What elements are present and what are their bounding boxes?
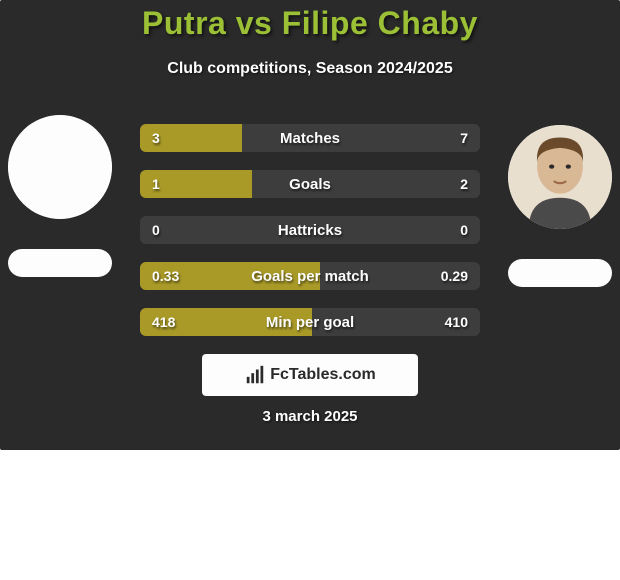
avatar-placeholder-icon [8, 115, 112, 219]
bar-label: Goals per match [140, 262, 480, 290]
stat-bar-row: Min per goal418 410 [140, 308, 480, 336]
bar-label: Min per goal [140, 308, 480, 336]
comparison-card: Putra vs Filipe Chaby Club competitions,… [0, 0, 620, 450]
bar-value-right: 7 [460, 124, 468, 152]
player-right-avatar [508, 125, 612, 229]
avatar-photo-icon [508, 125, 612, 229]
stat-bar-row: Goals per match0.33 0.29 [140, 262, 480, 290]
player-left-avatar [8, 115, 112, 219]
date-text: 3 march 2025 [0, 408, 620, 425]
player-left-team-pill [8, 249, 112, 277]
bar-value-left: 1 [152, 170, 160, 198]
bar-label: Matches [140, 124, 480, 152]
bar-label: Goals [140, 170, 480, 198]
stat-bar-row: Matches3 7 [140, 124, 480, 152]
bar-value-right: 0 [460, 216, 468, 244]
bar-label: Hattricks [140, 216, 480, 244]
player-left [8, 115, 112, 277]
stat-bar-row: Goals1 2 [140, 170, 480, 198]
player-right-team-pill [508, 259, 612, 287]
stat-bars: Matches3 7 Goals1 2 Hattricks0 0 Goals per mat… [140, 124, 480, 336]
chart-icon [244, 364, 266, 386]
bar-value-left: 0.33 [152, 262, 179, 290]
bar-value-left: 0 [152, 216, 160, 244]
bar-value-right: 2 [460, 170, 468, 198]
bar-value-right: 410 [445, 308, 468, 336]
brand-badge[interactable]: FcTables.com [202, 354, 418, 396]
subtitle: Club competitions, Season 2024/2025 [0, 60, 620, 78]
player-right [508, 125, 612, 287]
bar-value-left: 418 [152, 308, 175, 336]
bar-value-right: 0.29 [441, 262, 468, 290]
page-title: Putra vs Filipe Chaby [0, 5, 620, 42]
bar-value-left: 3 [152, 124, 160, 152]
brand-text: FcTables.com [270, 366, 376, 384]
stat-bar-row: Hattricks0 0 [140, 216, 480, 244]
